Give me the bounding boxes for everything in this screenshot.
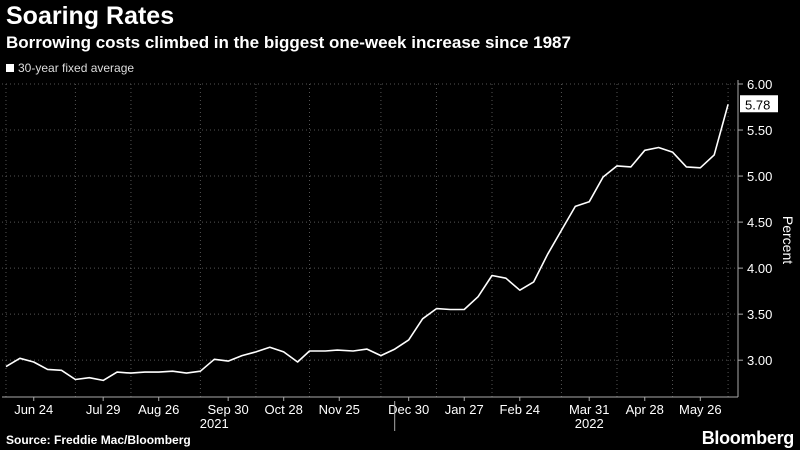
y-tick-label: 6.00 <box>747 77 772 92</box>
chart-subtitle: Borrowing costs climbed in the biggest o… <box>6 33 571 52</box>
last-value-box <box>740 95 778 113</box>
x-tick-label: Jul 29 <box>86 402 121 417</box>
x-tick-label: Feb 24 <box>500 402 540 417</box>
y-tick-label: 5.50 <box>747 123 772 138</box>
year-label: 2022 <box>575 416 604 431</box>
source-note: Source: Freddie Mac/Bloomberg <box>6 433 191 447</box>
x-tick-label: Jun 24 <box>14 402 53 417</box>
y-tick-label: 5.00 <box>747 169 772 184</box>
legend-label: 30-year fixed average <box>18 61 135 75</box>
x-tick-label: Nov 25 <box>319 402 360 417</box>
x-tick-label: Apr 28 <box>626 402 664 417</box>
chart-title: Soaring Rates <box>6 2 175 30</box>
legend-swatch <box>6 64 14 72</box>
x-tick-label: Dec 30 <box>388 402 429 417</box>
y-tick-label: 4.50 <box>747 215 772 230</box>
series-line-30-year-fixed-average <box>5 104 729 382</box>
brand-logo: Bloomberg <box>701 428 795 448</box>
x-tick-label: Sep 30 <box>208 402 249 417</box>
y-tick-label: 3.00 <box>747 353 772 368</box>
legend: 30-year fixed average <box>6 61 134 75</box>
y-axis-label: Percent <box>780 216 796 264</box>
x-tick-label: Aug 26 <box>138 402 179 417</box>
x-tick-label: May 26 <box>679 402 722 417</box>
last-value-label: 5.78 <box>745 97 770 112</box>
x-tick-label: Oct 28 <box>265 402 303 417</box>
x-tick-label: Jan 27 <box>445 402 484 417</box>
year-label: 2021 <box>200 416 229 431</box>
x-tick-label: Mar 31 <box>569 402 609 417</box>
y-tick-label: 3.50 <box>747 307 772 322</box>
y-tick-label: 4.00 <box>747 261 772 276</box>
